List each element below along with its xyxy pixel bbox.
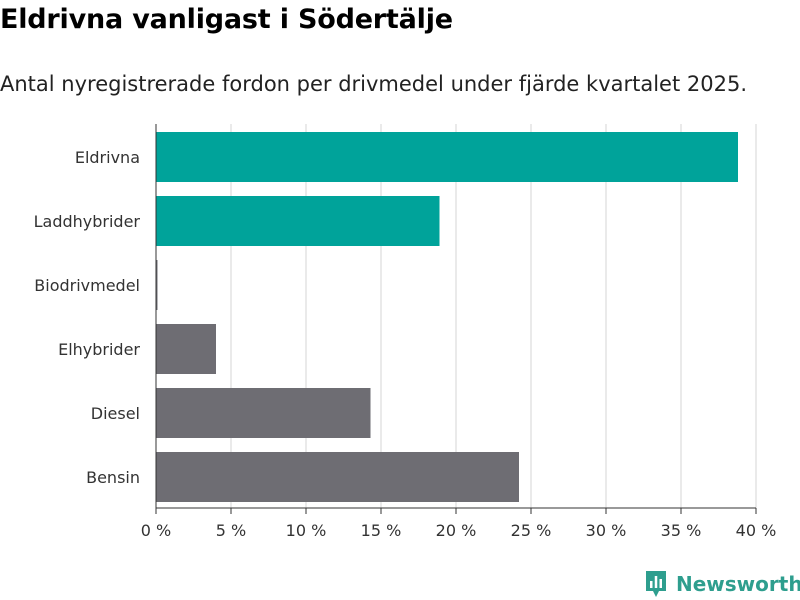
bar-chart-icon (646, 571, 666, 597)
gridlines (230, 124, 757, 508)
bar-elhybrider (156, 324, 216, 374)
x-axis: 0 % 5 % 10 % 15 % 20 % 25 % 30 % 35 % 40 % (141, 124, 777, 540)
category-label: Elhybrider (58, 340, 140, 359)
category-label: Diesel (91, 404, 140, 423)
category-label: Laddhybrider (34, 212, 141, 231)
bar-laddhybrider (156, 196, 440, 246)
x-tick-label: 30 % (586, 521, 627, 540)
x-tick-label: 35 % (661, 521, 702, 540)
bar-bensin (156, 452, 519, 502)
category-labels: Eldrivna Laddhybrider Biodrivmedel Elhybrid… (34, 148, 141, 487)
x-tick-label: 25 % (511, 521, 552, 540)
bar-eldrivna (156, 132, 738, 182)
x-tick-label: 0 % (141, 521, 171, 540)
category-label: Bensin (86, 468, 140, 487)
category-label: Eldrivna (75, 148, 140, 167)
x-tick-label: 5 % (216, 521, 246, 540)
newsworthy-logo: Newsworthy (644, 568, 800, 600)
x-tick-label: 10 % (286, 521, 327, 540)
brand-name: Newsworthy (676, 572, 800, 596)
x-tick-label: 15 % (361, 521, 402, 540)
bars (156, 132, 738, 502)
chart-title: Eldrivna vanligast i Södertälje (0, 4, 453, 35)
chart-subtitle: Antal nyregistrerade fordon per drivmede… (0, 72, 748, 96)
x-tick-label: 20 % (436, 521, 477, 540)
x-tick-label: 40 % (736, 521, 777, 540)
category-label: Biodrivmedel (34, 276, 140, 295)
bar-biodrivmedel (156, 260, 158, 310)
bar-diesel (156, 388, 371, 438)
